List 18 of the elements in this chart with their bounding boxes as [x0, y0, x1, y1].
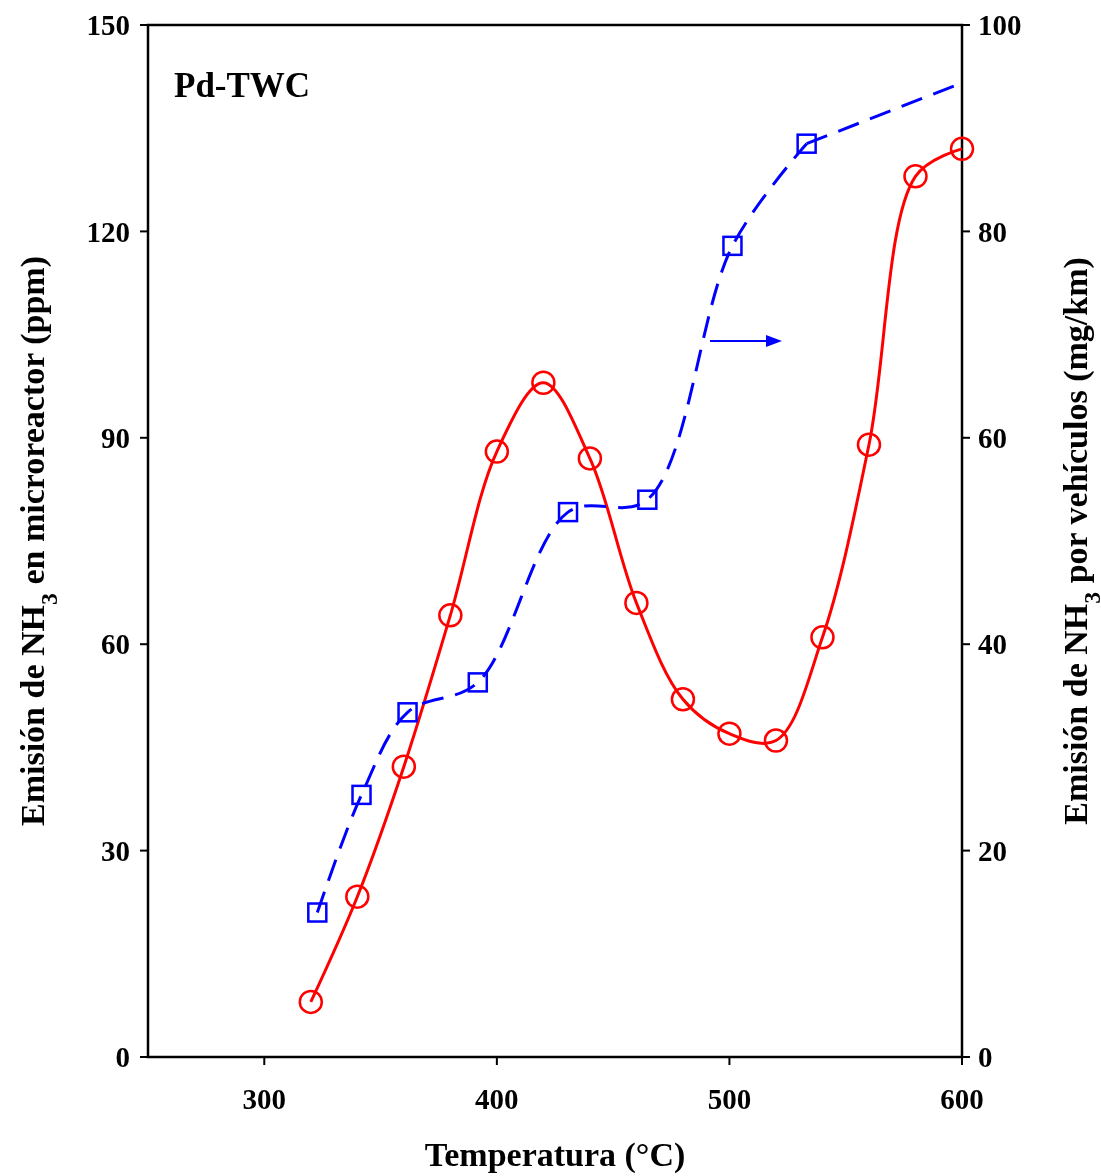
y2-tick-label: 40: [978, 628, 1007, 661]
y2-tick-label: 80: [978, 215, 1007, 248]
y2-tick-label: 60: [978, 421, 1007, 454]
x-tick-label: 500: [707, 1083, 752, 1115]
y-tick-label: 60: [101, 628, 130, 661]
text: Pd-TWC: [174, 66, 311, 105]
x-tick-label: 600: [940, 1083, 984, 1115]
y-tick-label: 0: [115, 1041, 130, 1074]
x-tick-label: 400: [475, 1083, 519, 1115]
y2-tick-label: 20: [978, 834, 1007, 867]
y-tick-label: 120: [86, 215, 130, 248]
x-axis-title: Temperatura (°C): [424, 1136, 686, 1174]
y-tick-label: 90: [101, 421, 130, 454]
y-tick-label: 30: [101, 834, 130, 867]
x-tick-label: 300: [242, 1083, 287, 1115]
y2-tick-label: 100: [978, 9, 1022, 42]
y-tick-label: 150: [86, 9, 130, 42]
y2-tick-label: 0: [978, 1041, 993, 1074]
